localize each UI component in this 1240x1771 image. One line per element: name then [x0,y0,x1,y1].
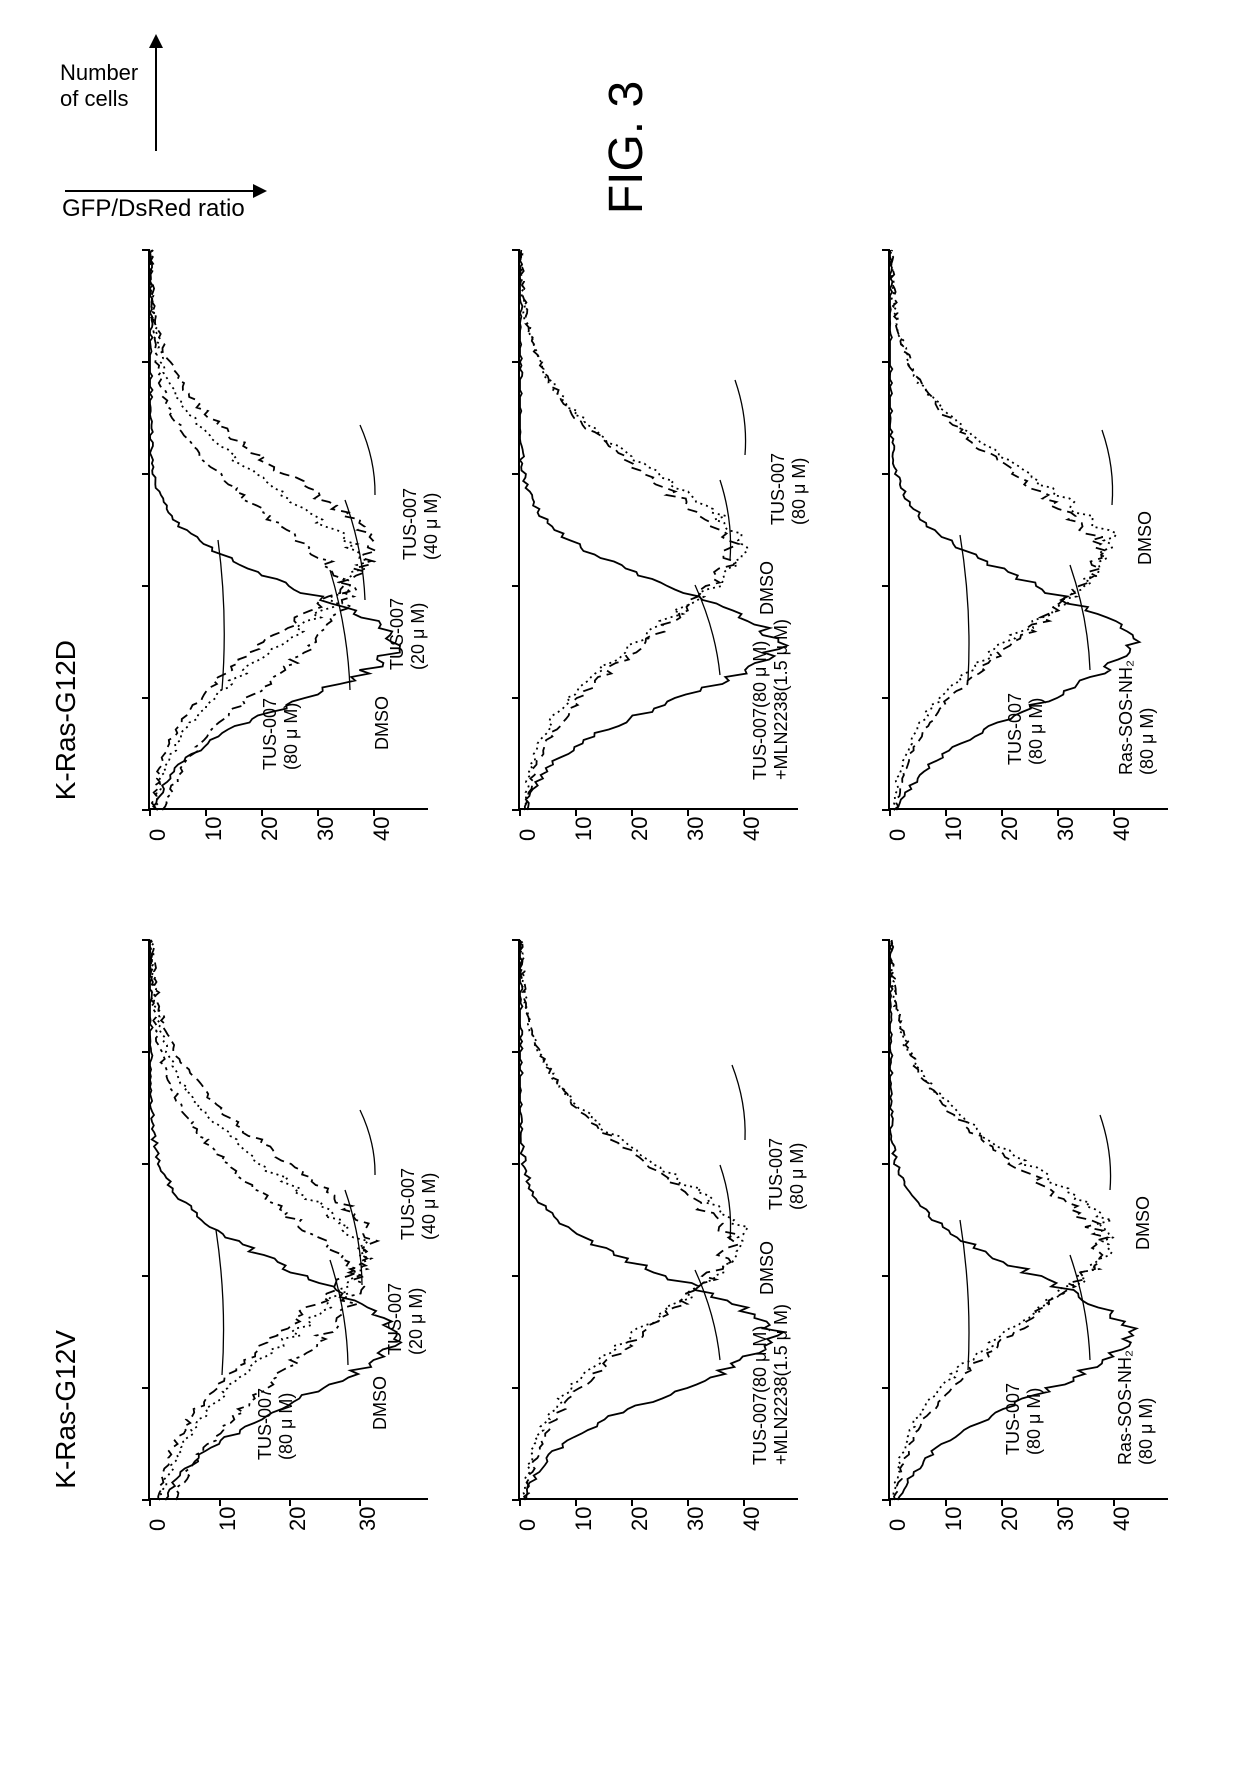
tick-label: 30 [683,1507,709,1531]
tick-label: 20 [257,817,283,841]
tick-label: 20 [627,1507,653,1531]
tick-label: 40 [1109,817,1135,841]
tick-label: 0 [515,829,541,841]
annotation-leader [695,585,720,675]
annotation-leader [360,425,375,495]
tick-label: 10 [201,817,227,841]
tick-label: 10 [941,817,967,841]
annotation-label: TUS-007(40 μ M) [400,488,441,560]
annotation-label: TUS-007(80 μ M) [260,698,301,770]
annotation-label: TUS-007(80 μ M) [768,453,809,525]
annotation-label: DMSO [1133,1196,1154,1250]
annotation-leader [695,1270,720,1360]
tick-label: 40 [739,817,765,841]
tick-label: 20 [285,1507,311,1531]
series-tus-007-80-m- [520,940,784,1500]
annotation-leader [360,1110,375,1175]
tick-label: 10 [571,1507,597,1531]
annotation-leader [1100,1115,1111,1190]
annotation-leader [218,540,224,690]
annotation-label: DMSO [757,561,778,615]
tick-label: 0 [145,829,171,841]
series-dmso [890,940,1113,1500]
tick-label: 30 [1053,1507,1079,1531]
x-axis-label: GFP/DsRed ratio [62,195,245,223]
annotation-leader [960,535,969,680]
row-label-g12d: K-Ras-G12D [50,640,82,800]
tick-label: 20 [997,1507,1023,1531]
annotation-leader [732,1065,745,1140]
annotation-leader [330,570,350,690]
annotation-leader [1102,430,1113,505]
tick-label: 20 [997,817,1023,841]
series-tus-007-mln2238 [520,250,739,810]
tick-label: 40 [739,1507,765,1531]
annotation-label: TUS-007(80 μ M) [1003,1383,1044,1455]
series-ras-sos-nh2 [890,940,1108,1500]
tick-label: 30 [355,1507,381,1531]
tick-label: 0 [145,1519,171,1531]
annotation-label: TUS-007(80 μ M) [1005,693,1046,765]
annotation-label: Ras-SOS-NH₂(80 μ M) [1115,1350,1156,1465]
x-axis-arrow [65,190,265,192]
panel-r1c2: 0 10 20 30 40 TUS-007(80 μ M)+MLN2238(1.5 μ M… [490,250,800,840]
annotation-leader [216,1230,224,1375]
panel-r1c1: 0 10 20 30 40 TUS-007(80 μ M) DMSO TUS-007(20 μ… [120,250,430,840]
annotation-leader [720,1165,731,1240]
tick-label: 0 [885,1519,911,1531]
row-label-g12v: K-Ras-G12V [50,1330,82,1489]
annotation-label: DMSO [1135,511,1156,565]
y-axis-arrow [155,36,157,151]
panel-r2c3: 0 10 20 30 40 Ras-SOS-NH₂(80 μ M) TUS-007(80 μ… [860,940,1170,1530]
tick-label: 10 [215,1507,241,1531]
tick-label: 0 [515,1519,541,1531]
y-axis-label: Number of cells [60,60,138,112]
tick-label: 40 [1109,1507,1135,1531]
series-dmso [520,940,748,1500]
annotation-label: DMSO [370,1376,391,1430]
annotation-label: TUS-007(20 μ M) [387,598,428,670]
series-tus-007-mln2238 [520,940,738,1500]
annotation-label: Ras-SOS-NH₂(80 μ M) [1116,660,1157,775]
annotation-label: TUS-007(80 μ M)+MLN2238(1.5 μ M) [750,1304,791,1465]
series-dmso [890,250,1117,810]
panel-r2c2: 0 10 20 30 40 TUS-007(80 μ M)+MLN2238(1.5 μ M… [490,940,800,1530]
tick-label: 30 [1053,817,1079,841]
figure-title: FIG. 3 [599,81,654,214]
tick-label: 20 [627,817,653,841]
annotation-label: TUS-007(20 μ M) [385,1283,426,1355]
annotation-label: DMSO [757,1241,778,1295]
tick-label: 30 [683,817,709,841]
tick-label: 0 [885,829,911,841]
annotation-label: TUS-007(80 μ M)+MLN2238(1.5 μ M) [750,619,791,780]
panel-r1c3: 0 10 20 30 40 Ras-SOS-NH₂(80 μ M) TUS-007(80 μ… [860,250,1170,840]
tick-label: 30 [313,817,339,841]
tick-label: 10 [571,817,597,841]
annotation-label: TUS-007(80 μ M) [255,1388,296,1460]
series-ras-sos-nh2 [891,250,1108,810]
annotation-label: DMSO [372,696,393,750]
annotation-label: TUS-007(80 μ M) [766,1138,807,1210]
panel-r2c1: 0 10 20 30 TUS-007(80 μ M) DMSO TUS-007(20 μ M… [120,940,430,1530]
series-tus-007-40-m- [150,250,356,810]
annotation-leader [735,380,746,455]
tick-label: 40 [369,817,395,841]
annotation-label: TUS-007(40 μ M) [398,1168,439,1240]
panel-grid: 0 10 20 30 40 TUS-007(80 μ M) DMSO TUS-007(20 μ… [120,250,1170,1530]
annotation-leader [330,1260,348,1365]
tick-label: 10 [941,1507,967,1531]
